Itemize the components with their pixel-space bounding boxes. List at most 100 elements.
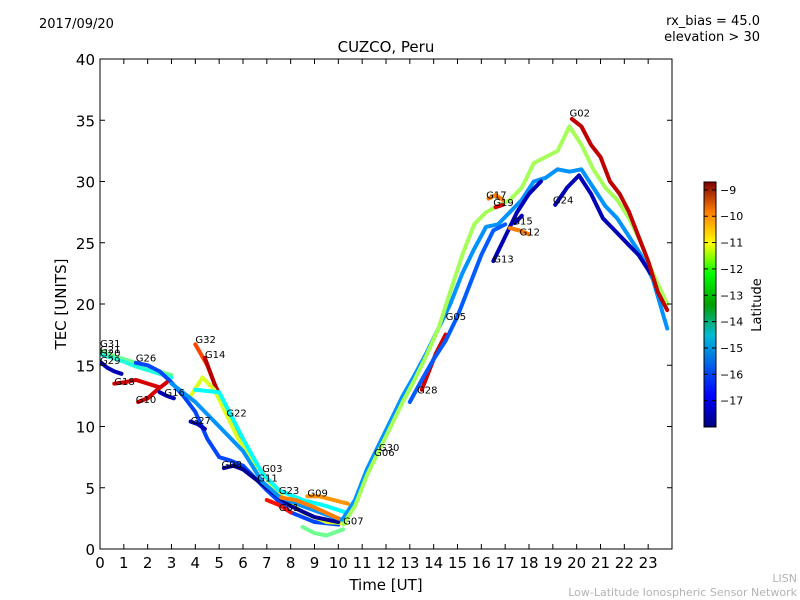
y-tick-label: 5 (85, 480, 95, 498)
label-g15: G15 (512, 216, 532, 227)
y-tick-label: 30 (76, 174, 95, 192)
colorbar-tick-label: −17 (720, 395, 743, 408)
label-g06: G06 (374, 448, 394, 459)
colorbar-label: Latitude (750, 278, 765, 332)
series-g24 (553, 173, 653, 276)
date-label: 2017/09/20 (39, 17, 114, 32)
label-g13: G13 (493, 254, 513, 265)
x-tick-label: 5 (214, 554, 224, 572)
y-tick-label: 10 (76, 419, 95, 437)
colorbar: −9 −10 −11 −12 −13 −14 −15 −16 −17 Latitude (703, 181, 765, 428)
series-g06 (341, 124, 670, 527)
footer-short: LISN (772, 572, 797, 585)
x-tick-label: 17 (496, 554, 515, 572)
label-g30: G30 (379, 443, 399, 454)
series-g05 (407, 222, 508, 404)
x-tick-label: 22 (615, 554, 634, 572)
label-g28: G28 (417, 385, 437, 396)
y-tick-label: 25 (76, 235, 95, 253)
colorbar-tick-label: −13 (720, 289, 743, 302)
label-g03: G03 (262, 464, 282, 475)
x-tick-label: 4 (191, 554, 201, 572)
x-tick-label: 3 (167, 554, 177, 572)
x-tick-label: 7 (262, 554, 272, 572)
series-g03 (193, 387, 348, 515)
series-g29 (100, 359, 124, 376)
x-tick-label: 18 (519, 554, 538, 572)
y-tick-label: 0 (85, 541, 95, 559)
y-tick-label: 15 (76, 357, 95, 375)
colorbar-tick-label: −14 (720, 316, 743, 329)
colorbar-tick-label: −9 (720, 184, 736, 197)
x-tick-label: 19 (543, 554, 562, 572)
label-g21: G21 (100, 345, 120, 356)
colorbar-tick-label: −12 (720, 263, 743, 276)
x-tick-label: 6 (238, 554, 248, 572)
x-tick-label: 20 (567, 554, 586, 572)
x-axis: 0 1 2 3 4 5 6 7 8 9 10 11 12 13 14 15 16 17 18 19 20 21 22 23 (95, 59, 658, 572)
colorbar-tick-label: −15 (720, 342, 743, 355)
x-tick-label: 8 (286, 554, 296, 572)
x-axis-label: Time [UT] (348, 576, 422, 594)
label-g12: G12 (519, 227, 539, 238)
series-g27 (188, 419, 207, 431)
label-g24: G24 (553, 196, 573, 207)
series-g01 (264, 498, 293, 515)
label-g17: G17 (486, 191, 506, 202)
series-g13 (491, 179, 543, 264)
info-block: rx_bias = 45.0 elevation > 30 (664, 14, 760, 46)
y-tick-label: 20 (76, 296, 95, 314)
label-g11: G11 (257, 474, 277, 485)
x-tick-label: 21 (591, 554, 610, 572)
label-g14: G14 (205, 350, 225, 361)
series-g30 (341, 167, 670, 521)
x-tick-label: 14 (424, 554, 443, 572)
x-tick-label: 2 (143, 554, 153, 572)
label-g23: G23 (279, 486, 299, 497)
label-g19: G19 (493, 198, 513, 209)
label-g07: G07 (343, 517, 363, 528)
x-tick-label: 9 (310, 554, 320, 572)
label-g31: G31 (100, 339, 120, 350)
label-g05: G05 (446, 312, 466, 323)
chart-title: CUZCO, Peru (337, 38, 435, 56)
label-g10: G10 (136, 395, 156, 406)
colorbar-tick-label: −16 (720, 368, 743, 381)
label-g32: G32 (195, 335, 215, 346)
x-tick-label: 13 (400, 554, 419, 572)
x-tick-label: 23 (639, 554, 658, 572)
colorbar-tick-label: −11 (720, 237, 743, 250)
label-g08: G08 (222, 460, 242, 471)
label-g29: G29 (100, 356, 120, 367)
series-g02 (569, 117, 670, 313)
x-tick-label: 15 (448, 554, 467, 572)
label-g02: G02 (570, 109, 590, 120)
series-g17 (486, 193, 505, 202)
y-axis: 0 5 10 15 20 25 30 35 40 (76, 51, 672, 559)
label-g16: G16 (164, 388, 184, 399)
footer: LISN Low-Latitude Ionospheric Sensor Net… (568, 572, 797, 600)
label-g09: G09 (307, 488, 327, 499)
series-g12 (507, 226, 531, 237)
label-g27: G27 (191, 416, 211, 427)
x-tick-label: 16 (472, 554, 491, 572)
label-g01: G01 (279, 503, 299, 514)
rx-bias-label: rx_bias = 45.0 (666, 14, 760, 29)
series-g16 (157, 390, 176, 401)
y-tick-label: 40 (76, 51, 95, 69)
elevation-label: elevation > 30 (664, 30, 760, 45)
series-g11 (169, 381, 348, 523)
series-layer (100, 117, 670, 538)
x-tick-label: 12 (376, 554, 395, 572)
label-g20: G20 (100, 349, 120, 360)
series-g10 (136, 380, 169, 404)
series-g23 (279, 495, 341, 521)
colorbar-tick-label: −10 (720, 210, 743, 223)
footer-long: Low-Latitude Ionospheric Sensor Network (568, 586, 797, 599)
label-g18: G18 (114, 377, 134, 388)
y-tick-label: 35 (76, 112, 95, 130)
x-tick-label: 1 (119, 554, 129, 572)
series-g09 (305, 494, 350, 506)
series-g18 (112, 377, 162, 390)
